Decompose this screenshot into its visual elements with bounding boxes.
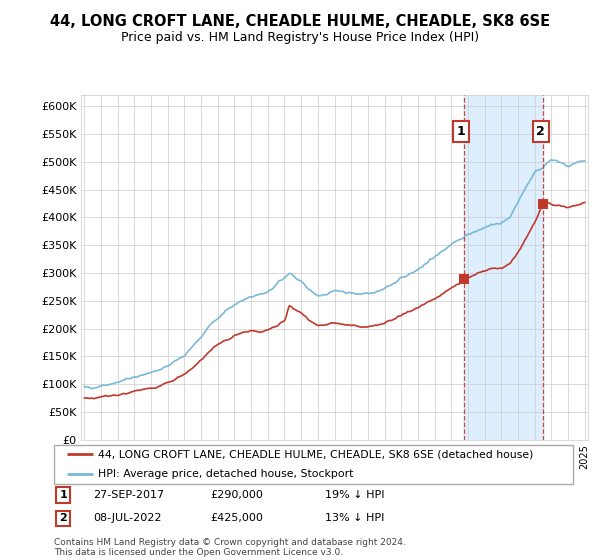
Text: 44, LONG CROFT LANE, CHEADLE HULME, CHEADLE, SK8 6SE: 44, LONG CROFT LANE, CHEADLE HULME, CHEA…: [50, 14, 550, 29]
Text: 1: 1: [457, 125, 466, 138]
Text: Contains HM Land Registry data © Crown copyright and database right 2024.
This d: Contains HM Land Registry data © Crown c…: [54, 538, 406, 557]
Text: HPI: Average price, detached house, Stockport: HPI: Average price, detached house, Stoc…: [98, 469, 354, 479]
Text: £425,000: £425,000: [211, 514, 263, 523]
Text: 2: 2: [536, 125, 545, 138]
Bar: [464, 95, 544, 440]
Text: £290,000: £290,000: [211, 490, 263, 500]
FancyBboxPatch shape: [54, 445, 574, 484]
Text: 13% ↓ HPI: 13% ↓ HPI: [325, 514, 385, 523]
Text: 1: 1: [59, 490, 67, 500]
Text: Price paid vs. HM Land Registry's House Price Index (HPI): Price paid vs. HM Land Registry's House …: [121, 31, 479, 44]
Text: 08-JUL-2022: 08-JUL-2022: [93, 514, 161, 523]
Text: 2: 2: [59, 514, 67, 523]
Text: 27-SEP-2017: 27-SEP-2017: [93, 490, 164, 500]
Text: 44, LONG CROFT LANE, CHEADLE HULME, CHEADLE, SK8 6SE (detached house): 44, LONG CROFT LANE, CHEADLE HULME, CHEA…: [98, 449, 534, 459]
Text: 19% ↓ HPI: 19% ↓ HPI: [325, 490, 385, 500]
